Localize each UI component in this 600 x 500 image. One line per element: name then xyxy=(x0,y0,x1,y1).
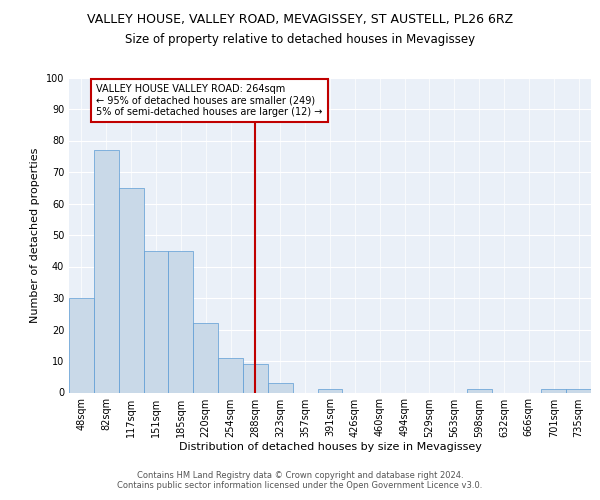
Y-axis label: Number of detached properties: Number of detached properties xyxy=(30,148,40,322)
Bar xyxy=(467,390,491,392)
Bar xyxy=(243,364,268,392)
Bar xyxy=(143,251,169,392)
Text: Size of property relative to detached houses in Mevagissey: Size of property relative to detached ho… xyxy=(125,32,475,46)
Text: VALLEY HOUSE VALLEY ROAD: 264sqm
← 95% of detached houses are smaller (249)
5% o: VALLEY HOUSE VALLEY ROAD: 264sqm ← 95% o… xyxy=(97,84,323,117)
Bar xyxy=(268,383,293,392)
Text: VALLEY HOUSE, VALLEY ROAD, MEVAGISSEY, ST AUSTELL, PL26 6RZ: VALLEY HOUSE, VALLEY ROAD, MEVAGISSEY, S… xyxy=(87,12,513,26)
Bar xyxy=(94,150,119,392)
Text: Contains HM Land Registry data © Crown copyright and database right 2024.
Contai: Contains HM Land Registry data © Crown c… xyxy=(118,470,482,490)
Bar xyxy=(566,390,591,392)
Bar xyxy=(169,251,193,392)
Bar xyxy=(69,298,94,392)
Bar xyxy=(218,358,243,392)
Bar xyxy=(193,323,218,392)
Bar xyxy=(541,390,566,392)
Bar xyxy=(317,390,343,392)
X-axis label: Distribution of detached houses by size in Mevagissey: Distribution of detached houses by size … xyxy=(179,442,481,452)
Bar xyxy=(119,188,143,392)
